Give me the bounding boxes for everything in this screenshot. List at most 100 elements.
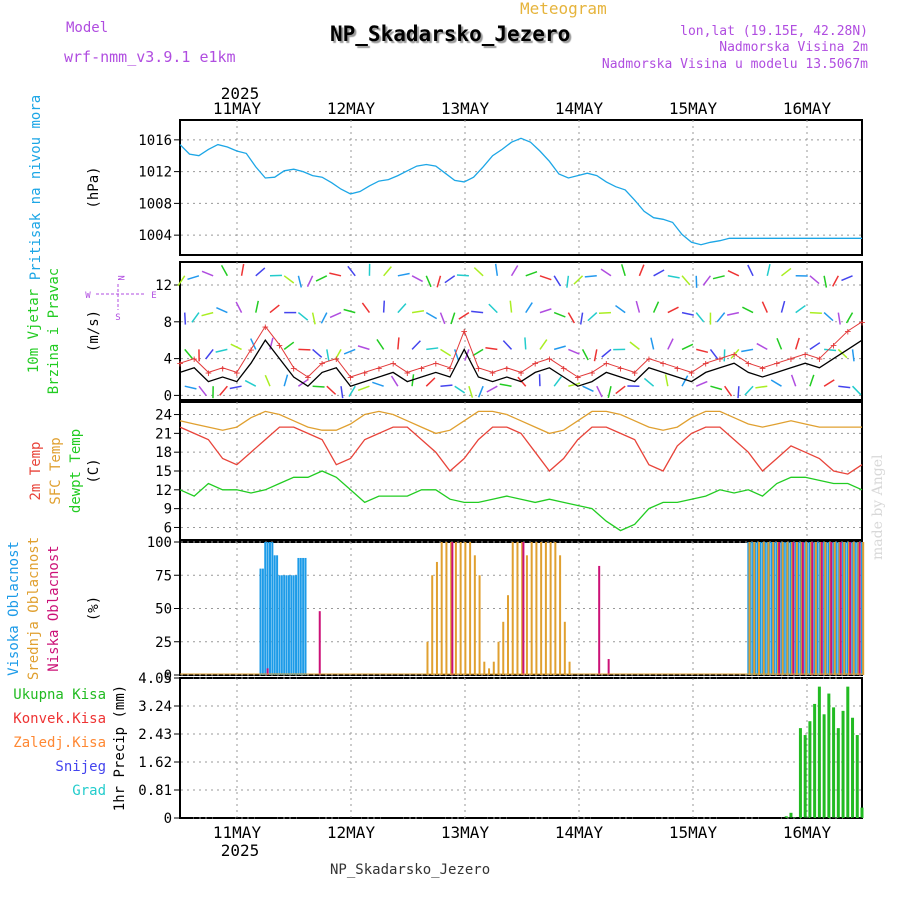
wind-arrow bbox=[453, 349, 460, 361]
wind-arrow bbox=[283, 374, 289, 387]
bar bbox=[814, 542, 817, 675]
wind-arrow bbox=[312, 348, 323, 358]
wind-arrow bbox=[486, 385, 498, 393]
bar bbox=[843, 542, 846, 675]
gust-marker: + bbox=[717, 353, 724, 366]
wind-arrow bbox=[425, 275, 432, 288]
bar bbox=[280, 575, 283, 675]
wind-arrow bbox=[681, 275, 691, 286]
wind-arrow bbox=[425, 377, 436, 387]
wind-arrow bbox=[312, 385, 325, 388]
bar bbox=[454, 542, 457, 675]
wind-arrow bbox=[329, 311, 342, 319]
gust-marker: + bbox=[603, 357, 610, 370]
wind-arrow bbox=[283, 275, 295, 284]
wind-arrow bbox=[702, 275, 712, 286]
bar bbox=[846, 542, 849, 675]
wind-arrow bbox=[440, 384, 453, 387]
wind-arrow bbox=[724, 385, 733, 397]
model-name: wrf-nmm_v3.9.1 e1km bbox=[64, 48, 236, 66]
wind-arrow bbox=[809, 311, 822, 314]
compass-s: S bbox=[115, 313, 120, 323]
bar bbox=[299, 557, 302, 675]
wind-arrow bbox=[343, 308, 356, 314]
bar bbox=[264, 542, 267, 675]
wind-arrow bbox=[473, 267, 484, 277]
bar bbox=[856, 542, 859, 675]
y-tick-label: 6 bbox=[164, 520, 172, 536]
bar bbox=[506, 595, 509, 675]
y-tick-label: 9 bbox=[164, 502, 172, 518]
wind-arrow bbox=[311, 312, 316, 325]
lonlat: lon,lat (19.15E, 42.28N) bbox=[680, 24, 868, 39]
wind-arrow bbox=[191, 312, 200, 323]
panel-unit-label: (m/s) bbox=[86, 310, 102, 352]
wind-arrow bbox=[744, 385, 754, 396]
wind-arrow bbox=[509, 300, 513, 313]
wind-arrow bbox=[525, 270, 538, 277]
wind-arrow bbox=[315, 275, 328, 282]
series-line bbox=[179, 321, 863, 378]
bar bbox=[530, 542, 533, 675]
bar bbox=[753, 542, 756, 675]
bar bbox=[842, 542, 845, 675]
panel-unit-label: (%) bbox=[86, 596, 102, 621]
bar bbox=[426, 641, 429, 675]
bar bbox=[554, 542, 557, 675]
y-tick-label: 8 bbox=[164, 315, 172, 331]
bar bbox=[776, 542, 779, 675]
precip-legend-label: Ukupna Kisa bbox=[13, 687, 106, 703]
wind-arrow bbox=[794, 337, 800, 350]
bar bbox=[862, 542, 865, 675]
bar bbox=[544, 542, 547, 675]
panel-y-label: Brzina i Pravac bbox=[46, 268, 62, 394]
bar bbox=[278, 575, 281, 675]
wind-arrow bbox=[553, 311, 566, 318]
bar bbox=[832, 707, 836, 818]
bar bbox=[861, 542, 863, 675]
gust-marker: + bbox=[646, 353, 653, 366]
gust-marker: + bbox=[560, 362, 567, 375]
panel-frame bbox=[179, 677, 863, 819]
bar bbox=[525, 555, 528, 675]
wind-arrow bbox=[283, 341, 295, 350]
bar bbox=[823, 542, 826, 675]
bar bbox=[775, 542, 778, 675]
wind-arrow bbox=[488, 303, 498, 314]
bar bbox=[839, 542, 842, 675]
wind-arrow bbox=[397, 303, 407, 314]
gust-marker: + bbox=[589, 366, 596, 379]
bar bbox=[784, 816, 788, 818]
wind-arrow bbox=[485, 346, 498, 351]
altitude: Nadmorska Visina 2m bbox=[719, 40, 868, 55]
wind-arrow bbox=[566, 275, 570, 288]
bar bbox=[833, 542, 836, 675]
wind-arrow bbox=[582, 385, 594, 392]
y-tick-label: 0 bbox=[164, 811, 172, 827]
bar bbox=[822, 714, 826, 818]
wind-arrow bbox=[638, 264, 645, 277]
wind-arrow bbox=[264, 374, 271, 387]
bar bbox=[813, 703, 817, 818]
panel-unit-label: 1hr Precip (mm) bbox=[112, 685, 128, 811]
wind-arrow bbox=[823, 275, 828, 288]
wind-arrow bbox=[667, 306, 679, 314]
wind-arrow bbox=[255, 267, 266, 277]
bar bbox=[259, 568, 262, 675]
gust-marker: + bbox=[191, 353, 198, 366]
bar bbox=[852, 542, 855, 675]
wind-arrow bbox=[494, 263, 499, 276]
wind-arrow bbox=[681, 343, 694, 351]
bar bbox=[837, 542, 840, 675]
wind-arrow bbox=[439, 312, 446, 325]
bottom-day-label: 15MAY bbox=[669, 823, 718, 842]
gust-marker: + bbox=[205, 366, 212, 379]
meteogram-label: Meteogram bbox=[520, 0, 607, 18]
gust-marker: + bbox=[759, 362, 766, 375]
bar bbox=[789, 542, 792, 675]
bar bbox=[266, 542, 269, 675]
bar bbox=[818, 542, 821, 675]
wind-arrow bbox=[653, 269, 665, 277]
wind-arrow bbox=[650, 337, 655, 350]
gust-marker: + bbox=[475, 362, 482, 375]
